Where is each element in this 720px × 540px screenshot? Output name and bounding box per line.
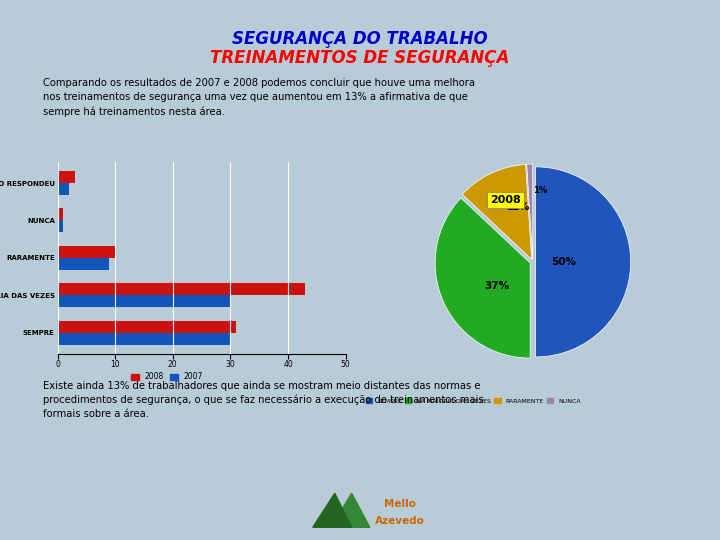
Bar (58, 208, 63, 220)
Bar (58, 171, 75, 183)
Wedge shape (536, 167, 631, 357)
Bar (58, 295, 230, 307)
Legend: SEMPRE, NA MAIORIA DAS VEZES, RARAMENTE, NUNCA: SEMPRE, NA MAIORIA DAS VEZES, RARAMENTE,… (364, 395, 583, 406)
Text: 2008: 2008 (490, 195, 521, 205)
Legend: 2008, 2007: 2008, 2007 (128, 369, 206, 384)
Text: Comparando os resultados de 2007 e 2008 podemos concluir que houve uma melhora
n: Comparando os resultados de 2007 e 2008 … (43, 78, 475, 117)
Bar (58, 333, 230, 345)
Text: Mello: Mello (384, 500, 415, 509)
Text: 50%: 50% (551, 257, 576, 267)
Polygon shape (331, 494, 370, 527)
Text: SEGURANÇA DO TRABALHO: SEGURANÇA DO TRABALHO (232, 30, 488, 48)
Wedge shape (462, 165, 531, 259)
Text: 1%: 1% (534, 186, 547, 195)
Bar (58, 284, 305, 295)
Polygon shape (312, 494, 351, 527)
Bar (58, 321, 236, 333)
Text: 37%: 37% (484, 281, 509, 291)
Bar (58, 258, 109, 270)
Bar (58, 183, 69, 195)
Text: TREINAMENTOS DE SEGURANÇA: TREINAMENTOS DE SEGURANÇA (210, 49, 510, 66)
Wedge shape (435, 198, 530, 358)
Bar (58, 220, 63, 232)
Bar (58, 246, 115, 258)
Text: Azevedo: Azevedo (374, 516, 425, 526)
Wedge shape (527, 164, 533, 259)
Text: 12%: 12% (507, 202, 530, 212)
Text: Existe ainda 13% de trabalhadores que ainda se mostram meio distantes das normas: Existe ainda 13% de trabalhadores que ai… (43, 381, 484, 420)
